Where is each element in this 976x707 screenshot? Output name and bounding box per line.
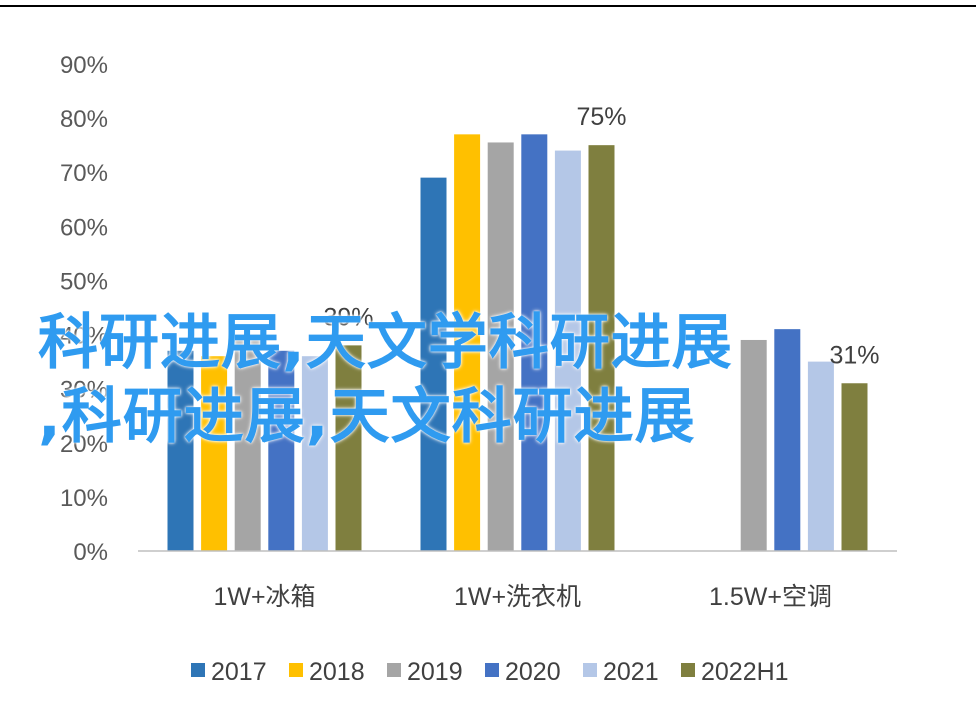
y-tick-label: 60%: [60, 214, 108, 241]
legend-item-2017: 2017: [191, 658, 267, 686]
y-tick-label: 20%: [60, 431, 108, 458]
category-label: 1.5W+空调: [709, 583, 832, 611]
bar-2018-0: [201, 356, 228, 551]
legend-item-2019: 2019: [387, 658, 463, 686]
legend-item-2021: 2021: [583, 658, 659, 686]
data-label: 75%: [576, 103, 626, 131]
legend-label: 2022H1: [701, 658, 789, 686]
bars: [167, 134, 868, 552]
legend-swatch: [681, 663, 695, 677]
y-tick-label: 30%: [60, 377, 108, 404]
bar-2021-1: [554, 150, 581, 552]
bar-2021-0: [301, 356, 328, 551]
bar-2019-2: [740, 339, 767, 551]
data-label: 31%: [829, 341, 879, 369]
y-tick-label: 80%: [60, 106, 108, 133]
bar-2017-1: [420, 177, 447, 551]
legend-swatch: [289, 663, 303, 677]
legend-item-2018: 2018: [289, 658, 365, 686]
bar-2022H1-2: [841, 383, 868, 551]
legend-swatch: [191, 663, 205, 677]
legend-item-2022H1: 2022H1: [681, 658, 789, 686]
bar-2019-1: [487, 142, 514, 551]
bar-2020-1: [521, 134, 548, 551]
y-tick-label: 10%: [60, 485, 108, 512]
legend-label: 2020: [505, 658, 561, 686]
legend-label: 2019: [407, 658, 463, 686]
bar-2018-1: [454, 134, 481, 551]
category-labels: 1W+冰箱 1W+洗衣机 1.5W+空调: [213, 583, 832, 611]
legend-swatch: [485, 663, 499, 677]
legend: 2017 2018 2019 2020 2021 2022H1: [191, 658, 789, 686]
legend-swatch: [387, 663, 401, 677]
y-tick-label: 0%: [73, 539, 108, 566]
watermark-line-2: ,科研进展,天文科研进展: [38, 382, 696, 452]
y-tick-label: 50%: [60, 268, 108, 295]
y-tick-label: 40%: [60, 323, 108, 350]
legend-label: 2021: [603, 658, 659, 686]
bar-2017-0: [167, 350, 194, 551]
bar-2020-0: [268, 350, 295, 551]
legend-label: 2017: [211, 658, 267, 686]
bar-2021-2: [807, 361, 834, 551]
y-tick-label: 90%: [60, 52, 108, 79]
bar-2022H1-0: [335, 345, 362, 551]
data-label: 39%: [323, 303, 373, 331]
category-label: 1W+洗衣机: [454, 583, 581, 611]
legend-swatch: [583, 663, 597, 677]
legend-item-2020: 2020: [485, 658, 561, 686]
bar-2022H1-1: [588, 145, 615, 551]
bar-2019-0: [234, 334, 261, 551]
bar-2020-2: [774, 329, 801, 551]
legend-label: 2018: [309, 658, 365, 686]
watermark-line-1: 科研进展,天文学科研进展: [38, 308, 733, 378]
data-labels: 39% 75% 31%: [323, 103, 879, 369]
y-tick-label: 70%: [60, 160, 108, 187]
category-label: 1W+冰箱: [213, 583, 315, 611]
y-axis-ticks: 0% 10% 20% 30% 40% 50% 60% 70% 80% 90%: [60, 52, 108, 566]
